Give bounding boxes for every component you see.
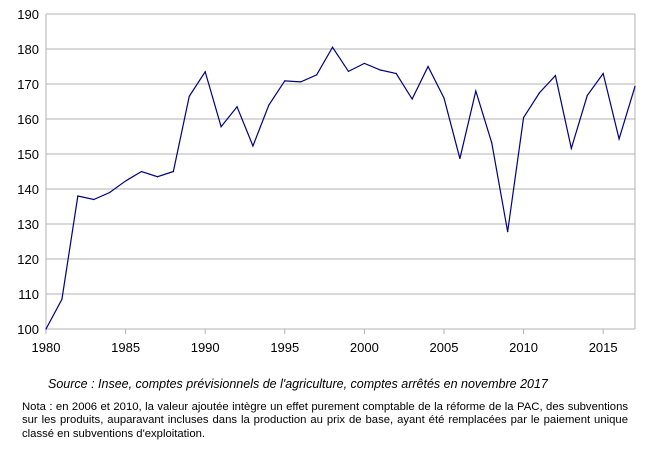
series-group [45, 46, 636, 330]
y-tick-label: 180 [17, 42, 39, 57]
data-point [507, 231, 509, 233]
data-point [427, 65, 429, 68]
x-tick-label: 1985 [111, 340, 140, 355]
data-point [570, 147, 572, 149]
data-point [363, 62, 365, 64]
source-caption: Source : Insee, comptes prévisionnels de… [48, 377, 548, 391]
x-axis-tick-labels: 1980 1985 1990 1995 2000 2005 2010 2015 [32, 340, 618, 355]
data-point [236, 106, 238, 108]
data-point [554, 75, 557, 77]
y-tick-label: 160 [17, 112, 39, 127]
y-axis-tick-labels: 100 110 120 130 140 150 160 170 180 190 [17, 7, 39, 337]
x-tick-label: 1990 [191, 340, 220, 355]
data-point [459, 157, 461, 160]
footnote: Nota : en 2006 et 2010, la valeur ajouté… [22, 401, 628, 440]
data-point [172, 170, 174, 173]
x-tick-label: 2000 [350, 340, 379, 355]
data-point [268, 104, 270, 106]
data-point [204, 71, 206, 73]
x-tick-label: 1980 [32, 340, 61, 355]
x-tick-label: 2010 [509, 340, 538, 355]
data-point [109, 191, 111, 194]
data-point [634, 85, 636, 88]
data-point [220, 126, 222, 128]
data-point [252, 145, 254, 147]
y-tick-label: 100 [17, 322, 39, 337]
x-tick-label: 2015 [589, 340, 618, 355]
data-point [618, 138, 620, 140]
data-point [443, 97, 445, 99]
data-point [331, 46, 334, 48]
data-point [156, 176, 159, 178]
data-point [586, 94, 588, 97]
gridlines [45, 13, 636, 334]
y-tick-label: 140 [17, 182, 39, 197]
y-tick-label: 170 [17, 77, 39, 92]
data-point [77, 195, 79, 197]
data-point [316, 74, 318, 76]
data-point [379, 69, 381, 71]
data-point [347, 70, 350, 72]
data-point [522, 117, 525, 119]
y-tick-label: 110 [18, 287, 39, 302]
data-point [124, 180, 127, 182]
data-point [300, 81, 302, 83]
y-tick-label: 120 [17, 252, 39, 267]
data-point [45, 328, 47, 330]
y-tick-label: 130 [17, 217, 39, 232]
data-point [188, 95, 190, 97]
data-point [411, 98, 413, 100]
data-point [475, 90, 477, 92]
data-point [93, 198, 95, 201]
y-tick-label: 150 [17, 147, 39, 162]
data-point [602, 72, 604, 75]
x-tick-label: 2005 [430, 340, 459, 355]
data-point [284, 80, 286, 82]
data-point [491, 142, 493, 144]
x-tick-label: 1995 [270, 340, 299, 355]
data-point [395, 72, 397, 75]
data-point [140, 170, 143, 173]
data-point [538, 92, 541, 94]
y-tick-label: 190 [17, 7, 39, 22]
data-point [61, 298, 63, 300]
series-line [45, 46, 636, 330]
